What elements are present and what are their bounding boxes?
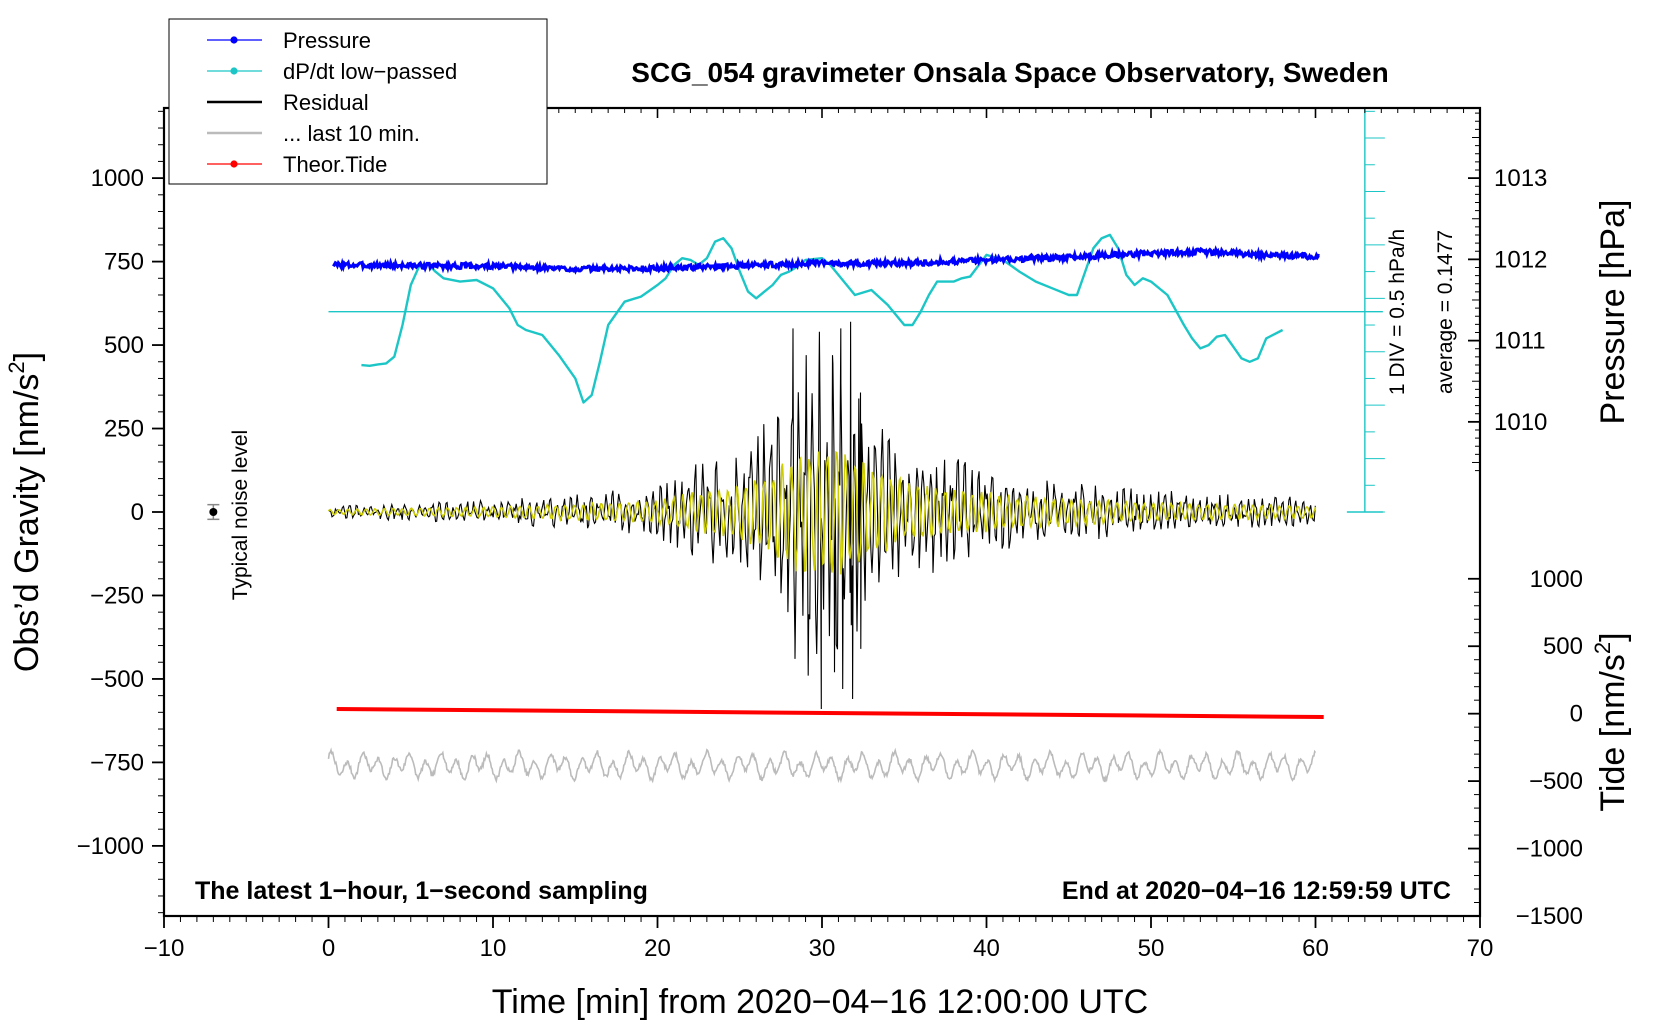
series-group	[207, 108, 1385, 784]
y-tick-label: −1000	[77, 833, 144, 860]
x-tick-label: 10	[480, 935, 507, 962]
dpdt-scale-label: 1 DIV = 0.5 hPa/h	[1386, 229, 1409, 395]
note-end-time: End at 2020−04−16 12:59:59 UTC	[1062, 877, 1451, 905]
series-residual-lowpass	[327, 450, 1317, 575]
pressure-tick-label: 1012	[1494, 246, 1547, 273]
legend-label: Theor.Tide	[283, 152, 387, 177]
series-last-10-min	[327, 747, 1317, 784]
legend-label: Residual	[283, 90, 369, 115]
tide-tick-label: 0	[1570, 701, 1583, 728]
pressure-tick-label: 1011	[1494, 328, 1546, 355]
x-tick-label: 60	[1302, 935, 1329, 962]
tide-tick-label: 500	[1543, 633, 1583, 660]
x-tick-label: 70	[1467, 935, 1494, 962]
y-axis-title-tide-close: ]	[1594, 632, 1632, 641]
y-axis-title-left-main: Obs’d Gravity [nm/s	[8, 374, 46, 673]
y-tick-label: 0	[131, 499, 144, 526]
chart-title: SCG_054 gravimeter Onsala Space Observat…	[631, 57, 1388, 88]
x-tick-label: 0	[322, 935, 335, 962]
y-axis-title-left-sup: 2	[4, 361, 29, 373]
dpdt-average-label: average = 0.1477	[1434, 230, 1457, 394]
y-tick-label: −250	[90, 582, 144, 609]
y-axis-title-tide-main: Tide [nm/s	[1594, 654, 1632, 811]
axes-group: −10 0 10 20 30 40 50 60 70 1000 750 500 250 0 −250 −500…	[77, 108, 1583, 962]
series-pressure	[332, 245, 1320, 276]
legend-label: Pressure	[283, 28, 371, 53]
x-tick-label: 30	[809, 935, 836, 962]
note-sampling: The latest 1−hour, 1−second sampling	[195, 877, 648, 905]
y-tick-label: −500	[90, 666, 144, 693]
x-tick-label: 50	[1138, 935, 1165, 962]
noise-marker-dot	[209, 508, 218, 516]
x-axis-title: Time [min] from 2020−04−16 12:00:00 UTC	[492, 983, 1148, 1020]
pressure-tick-label: 1010	[1494, 409, 1547, 436]
y-axis-title-left: Obs’d Gravity [nm/s2]	[4, 352, 46, 672]
legend-marker	[230, 160, 238, 168]
x-tick-label: −10	[144, 935, 185, 962]
y-axis-title-pressure: Pressure [hPa]	[1594, 200, 1632, 425]
legend: Pressure dP/dt low−passed Residual ... last…	[168, 18, 548, 185]
legend-marker	[230, 67, 238, 75]
series-dpdt	[361, 233, 1284, 404]
tide-tick-label: −1000	[1516, 836, 1583, 863]
legend-label: dP/dt low−passed	[283, 59, 457, 84]
y-tick-label: 500	[104, 332, 144, 359]
x-tick-label: 20	[644, 935, 671, 962]
tide-tick-label: −1500	[1516, 903, 1583, 930]
series-theor-tide	[336, 707, 1324, 719]
y-axis-title-tide-sup: 2	[1590, 642, 1615, 654]
legend-marker	[230, 36, 238, 44]
tide-tick-label: −500	[1529, 768, 1583, 795]
y-axis-title-left-close: ]	[8, 352, 46, 361]
y-tick-label: −750	[90, 749, 144, 776]
y-axis-title-tide: Tide [nm/s2]	[1590, 632, 1632, 811]
y-tick-label: 750	[104, 249, 144, 276]
legend-label: ... last 10 min.	[283, 121, 420, 146]
tide-tick-label: 1000	[1530, 566, 1583, 593]
x-tick-label: 40	[973, 935, 1000, 962]
pressure-tick-label: 1013	[1494, 165, 1547, 192]
noise-level-label: Typical noise level	[229, 430, 252, 600]
y-tick-label: 1000	[91, 165, 144, 192]
y-tick-label: 250	[104, 416, 144, 443]
